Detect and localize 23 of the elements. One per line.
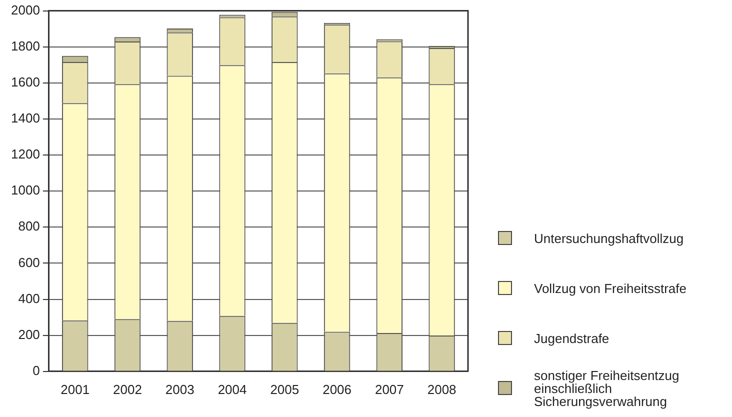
y-tick-label: 1400 <box>11 110 40 126</box>
legend-label: Vollzug von Freiheitsstrafe <box>534 280 688 296</box>
legend-label: Jugendstrafe <box>534 330 610 346</box>
y-tick-label: 0 <box>32 362 40 378</box>
x-tick-label: 2008 <box>427 382 456 397</box>
y-tick-label: 400 <box>18 290 40 306</box>
y-tick-label: 1000 <box>11 182 40 198</box>
y-tick-label: 200 <box>18 326 40 342</box>
x-tick-label: 2005 <box>270 382 300 397</box>
legend-label: Untersuchungshaftvollzug <box>534 230 685 246</box>
y-tick-label: 600 <box>18 254 40 270</box>
y-tick-label: 1600 <box>11 74 40 90</box>
x-tick-label: 2007 <box>374 382 404 397</box>
x-tick-label: 2003 <box>165 382 194 397</box>
legend-label: sonstiger Freiheitsentzug einschließlich Sicherungsverwahrung <box>534 368 680 408</box>
x-tick-label: 2006 <box>322 382 352 397</box>
x-tick-label: 2004 <box>218 382 247 397</box>
y-tick-label: 2000 <box>11 2 40 18</box>
y-tick-label: 1200 <box>11 146 40 162</box>
x-tick-label: 2001 <box>60 382 90 397</box>
x-tick-label: 2002 <box>113 382 142 397</box>
y-tick-label: 1800 <box>11 38 40 54</box>
y-tick-label: 800 <box>18 218 40 234</box>
